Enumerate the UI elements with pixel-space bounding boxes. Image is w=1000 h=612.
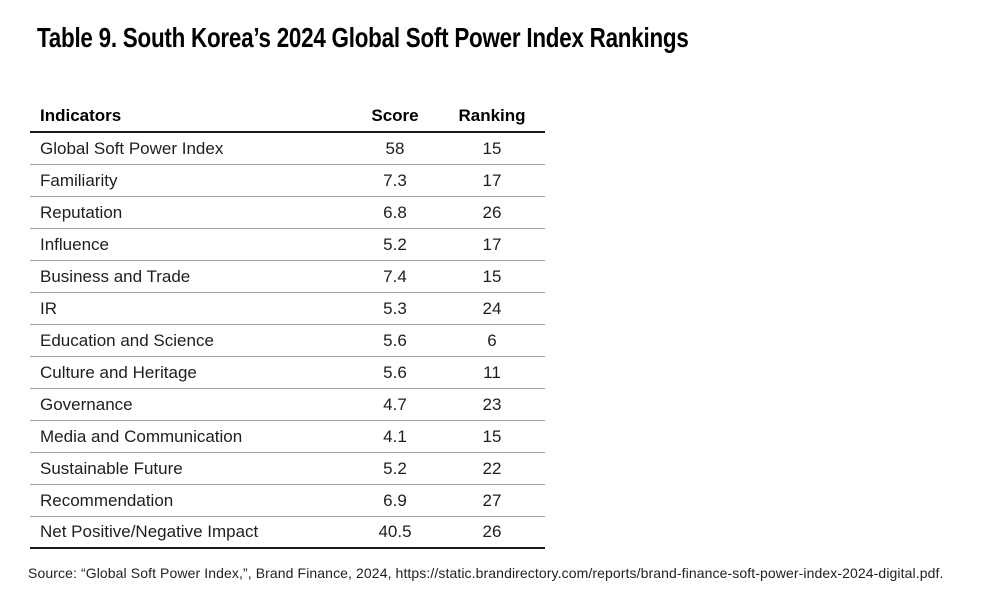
indicator-cell: Media and Communication [40, 426, 243, 446]
indicator-cell: Global Soft Power Index [40, 138, 224, 158]
table-row: Education and Science 5.6 6 [30, 325, 545, 357]
score-cell: 5.3 [383, 298, 407, 318]
score-cell: 40.5 [378, 522, 412, 541]
ranking-cell: 11 [483, 362, 501, 382]
score-cell: 5.2 [383, 458, 407, 478]
ranking-cell: 15 [482, 266, 502, 286]
column-header-indicators: Indicators [40, 106, 122, 125]
table-header-row: Indicators Score Ranking [30, 103, 545, 133]
ranking-cell: 26 [482, 202, 502, 222]
score-cell: 7.3 [383, 170, 407, 190]
ranking-cell: 6 [487, 330, 497, 350]
indicator-cell: Recommendation [40, 490, 174, 510]
ranking-cell: 17 [482, 170, 502, 190]
score-cell: 6.9 [383, 490, 407, 510]
page-title: Table 9. South Korea’s 2024 Global Soft … [37, 22, 689, 53]
indicator-cell: Culture and Heritage [40, 362, 197, 382]
table-row: Recommendation 6.9 27 [30, 485, 545, 517]
ranking-cell: 15 [482, 426, 502, 446]
table-row: Net Positive/Negative Impact 40.5 26 [30, 517, 545, 549]
score-cell: 5.6 [383, 362, 407, 382]
indicator-cell: Influence [40, 234, 109, 254]
score-cell: 5.2 [383, 234, 407, 254]
score-cell: 5.6 [383, 330, 407, 350]
table-row: Governance 4.7 23 [30, 389, 545, 421]
ranking-cell: 24 [482, 298, 502, 318]
table-row: IR 5.3 24 [30, 293, 545, 325]
ranking-cell: 27 [482, 490, 502, 510]
indicator-cell: Reputation [40, 202, 123, 222]
table-row: Business and Trade 7.4 15 [30, 261, 545, 293]
indicator-cell: Education and Science [40, 330, 214, 350]
ranking-cell: 26 [482, 522, 502, 541]
table-row: Sustainable Future 5.2 22 [30, 453, 545, 485]
indicator-cell: Business and Trade [40, 266, 191, 286]
ranking-cell: 23 [482, 394, 502, 414]
source-citation: Source: “Global Soft Power Index,”, Bran… [28, 565, 944, 581]
score-cell: 6.8 [383, 202, 407, 222]
column-header-score: Score [371, 106, 419, 125]
table-row: Media and Communication 4.1 15 [30, 421, 545, 453]
ranking-cell: 22 [482, 458, 502, 478]
table-row: Global Soft Power Index 58 15 [30, 133, 545, 165]
indicator-cell: Sustainable Future [40, 458, 183, 478]
score-cell: 58 [385, 138, 405, 158]
indicator-cell: Governance [40, 394, 133, 414]
indicator-cell: Familiarity [40, 170, 118, 190]
rankings-table: Indicators Score Ranking Global Soft Pow… [30, 103, 545, 549]
score-cell: 7.4 [383, 266, 407, 286]
column-header-ranking: Ranking [458, 106, 526, 125]
table-row: Familiarity 7.3 17 [30, 165, 545, 197]
indicator-cell: Net Positive/Negative Impact [40, 522, 259, 541]
indicator-cell: IR [40, 298, 57, 318]
ranking-cell: 17 [482, 234, 502, 254]
ranking-cell: 15 [482, 138, 502, 158]
table-row: Influence 5.2 17 [30, 229, 545, 261]
score-cell: 4.7 [383, 394, 407, 414]
table-row: Reputation 6.8 26 [30, 197, 545, 229]
table-row: Culture and Heritage 5.6 11 [30, 357, 545, 389]
score-cell: 4.1 [383, 426, 407, 446]
